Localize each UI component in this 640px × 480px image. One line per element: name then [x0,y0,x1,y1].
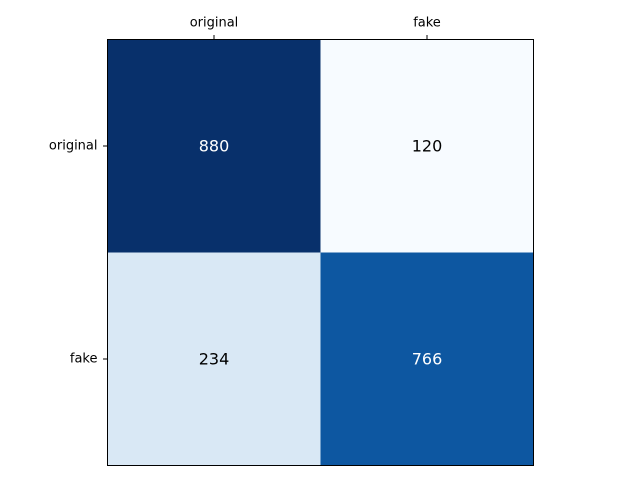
plot-frame [107,39,534,466]
x-tick-label: original [190,16,239,31]
heatmap-cell-0-1 [320,39,534,253]
heatmap-cells [107,39,534,466]
cell-value-label: 766 [412,350,443,369]
heatmap-cell-0-0 [107,39,321,253]
y-axis-ticks: original fake [49,139,108,367]
y-tick-label: fake [70,352,98,367]
heatmap-cell-1-1 [320,252,534,466]
cell-value-label: 120 [412,137,443,156]
heatmap-cell-1-0 [107,252,321,466]
x-axis-ticks: original fake [190,16,441,40]
x-tick-label: fake [413,16,441,31]
heatmap-cell-labels: 880 120 234 766 [199,137,443,369]
y-tick-label: original [49,139,98,154]
cell-value-label: 880 [199,137,230,156]
cell-value-label: 234 [199,350,230,369]
